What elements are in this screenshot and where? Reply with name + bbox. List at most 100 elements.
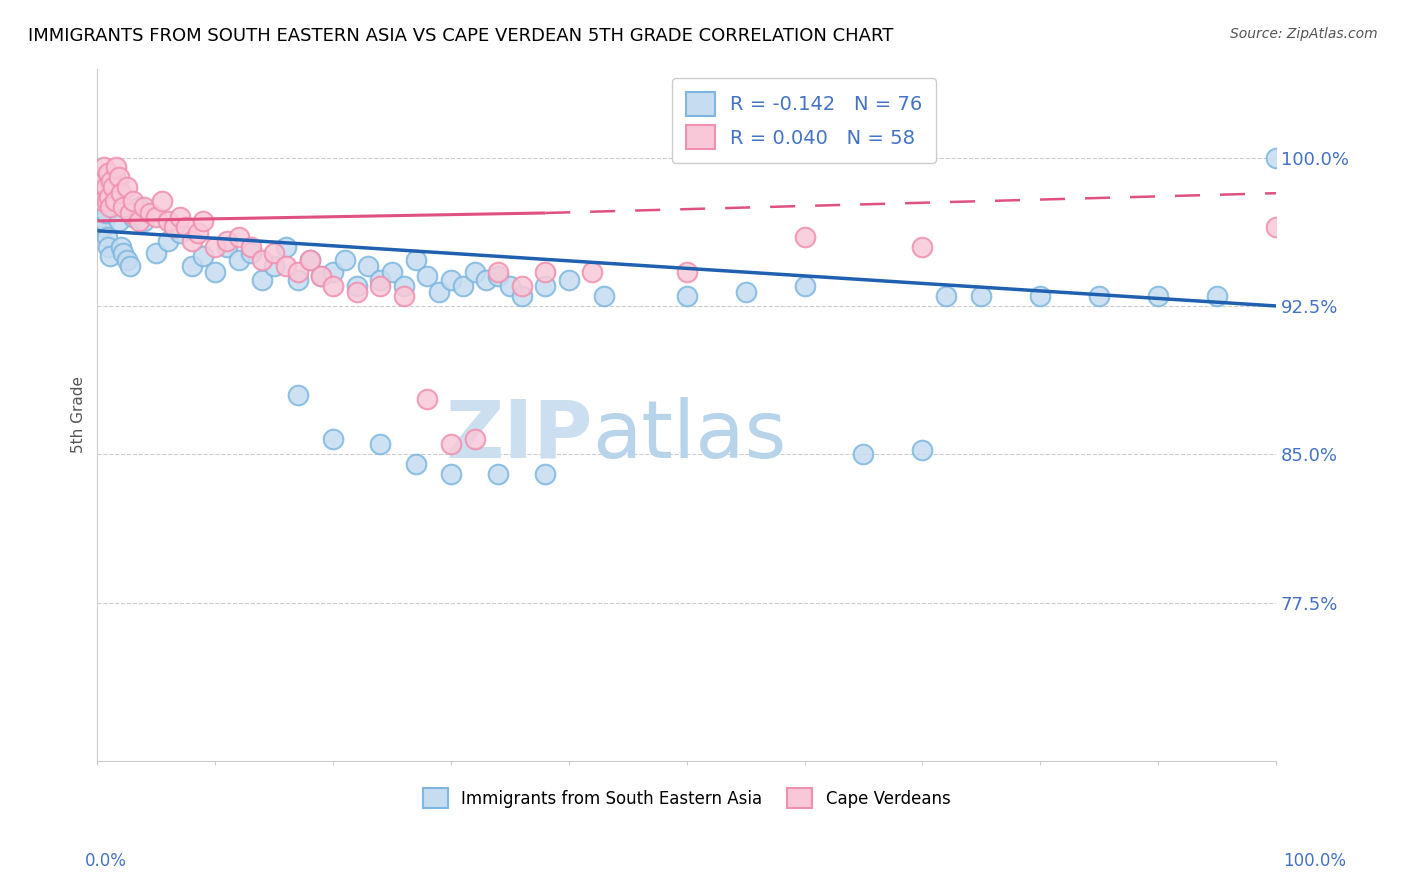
Y-axis label: 5th Grade: 5th Grade [72,376,86,453]
Point [346,285,368,299]
Point [1147,289,1170,303]
Point [115,180,138,194]
Point [239,239,262,253]
Point [440,467,463,482]
Legend: Immigrants from South Eastern Asia, Cape Verdeans: Immigrants from South Eastern Asia, Cape… [416,781,957,815]
Point [157,214,180,228]
Point [581,265,603,279]
Point [120,260,142,274]
Point [193,214,215,228]
Point [98,194,121,208]
Point [96,194,118,208]
Point [486,265,509,279]
Point [593,289,616,303]
Point [852,447,875,461]
Point [368,273,391,287]
Point [405,253,427,268]
Point [121,194,143,208]
Point [416,392,439,406]
Point [134,214,156,228]
Point [1088,289,1111,303]
Point [89,190,111,204]
Point [534,279,557,293]
Point [91,219,114,234]
Point [121,210,143,224]
Point [101,200,124,214]
Point [169,210,191,224]
Point [107,170,129,185]
Point [239,245,262,260]
Point [98,200,121,214]
Point [368,279,391,293]
Point [104,170,127,185]
Point [228,253,250,268]
Point [115,253,138,268]
Point [97,166,120,180]
Point [381,265,404,279]
Point [105,161,128,175]
Point [322,432,344,446]
Point [91,210,114,224]
Point [499,279,522,293]
Point [534,265,557,279]
Point [101,180,124,194]
Point [96,229,118,244]
Point [98,190,121,204]
Point [287,265,309,279]
Point [128,200,150,214]
Point [94,180,117,194]
Point [463,265,485,279]
Point [100,180,122,194]
Point [287,388,309,402]
Text: ZIP: ZIP [446,397,592,475]
Point [180,234,202,248]
Point [1265,151,1288,165]
Point [105,174,128,188]
Point [110,239,132,253]
Point [204,239,226,253]
Point [157,234,180,248]
Point [139,206,162,220]
Point [91,186,114,201]
Text: 0.0%: 0.0% [84,852,127,870]
Point [440,273,463,287]
Point [274,239,297,253]
Point [911,239,934,253]
Point [463,432,485,446]
Point [186,226,208,240]
Point [970,289,993,303]
Point [215,239,238,253]
Point [228,229,250,244]
Point [1265,219,1288,234]
Point [100,174,122,188]
Point [440,437,463,451]
Point [193,250,215,264]
Point [104,194,127,208]
Point [169,226,191,240]
Point [252,253,274,268]
Point [793,229,815,244]
Point [263,245,285,260]
Text: 100.0%: 100.0% [1284,852,1346,870]
Point [145,210,167,224]
Point [263,260,285,274]
Point [110,186,132,201]
Point [322,265,344,279]
Point [405,457,427,471]
Point [451,279,474,293]
Point [1206,289,1229,303]
Point [93,161,115,175]
Point [416,269,439,284]
Point [94,206,117,220]
Point [475,273,498,287]
Point [322,279,344,293]
Point [510,289,533,303]
Point [91,194,114,208]
Point [357,260,380,274]
Point [112,245,135,260]
Point [346,279,368,293]
Point [120,206,142,220]
Point [311,269,333,284]
Point [215,234,238,248]
Point [252,273,274,287]
